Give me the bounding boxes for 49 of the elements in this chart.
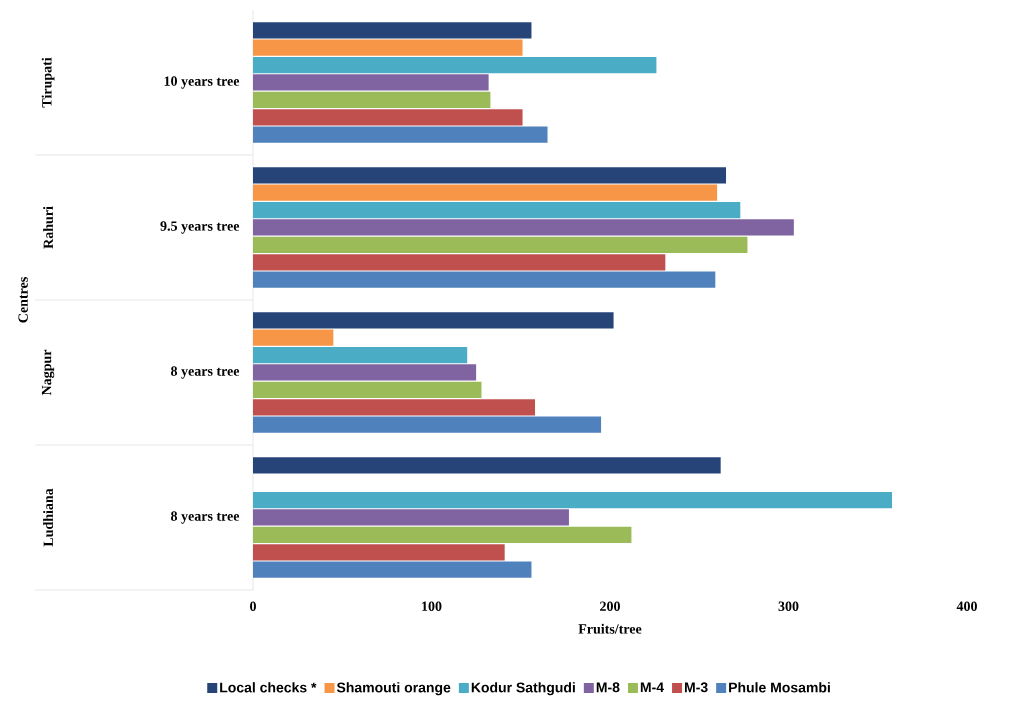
bar xyxy=(253,364,477,381)
bar xyxy=(253,416,602,433)
text: Ludhiana xyxy=(43,488,54,547)
bar xyxy=(253,561,532,578)
bar xyxy=(253,329,334,346)
bar xyxy=(253,526,632,544)
bar xyxy=(253,109,523,126)
y-tick-label: 9.5 years tree xyxy=(160,221,240,234)
x-tick-label: 400 xyxy=(956,601,977,611)
bar xyxy=(253,167,727,184)
text: Tirupati xyxy=(41,57,55,108)
y-tick-label: 10 years tree xyxy=(164,76,240,89)
bar xyxy=(253,91,491,109)
legend-label: Kodur Sathgudi xyxy=(471,682,575,696)
legend-label: Local checks * xyxy=(220,682,317,693)
x-tick-label: 100 xyxy=(422,601,442,611)
x-tick-label: 200 xyxy=(600,601,620,611)
legend-label: M-3 xyxy=(684,682,708,693)
bar xyxy=(253,509,569,526)
bar xyxy=(253,271,716,288)
bar xyxy=(253,399,536,416)
x-axis-title: Fruits/tree xyxy=(578,623,642,634)
bar xyxy=(253,544,505,561)
legend-label: Phule Mosambi xyxy=(729,682,830,693)
bar xyxy=(253,74,489,91)
legend-label: Shamouti orange xyxy=(336,682,451,696)
text: Rahuri xyxy=(43,206,54,249)
bar xyxy=(253,184,718,201)
x-tick-label: 300 xyxy=(778,601,799,611)
text: Centres xyxy=(18,277,28,323)
bar xyxy=(253,236,748,254)
bar xyxy=(253,312,614,329)
bar xyxy=(253,22,532,39)
bar xyxy=(253,254,666,271)
legend-label: M-4 xyxy=(640,682,664,693)
bar xyxy=(253,201,741,219)
text: Nagpur xyxy=(41,349,55,396)
bar xyxy=(253,457,721,474)
y-tick-label: 8 years tree xyxy=(171,366,240,379)
y-tick-label: 8 years tree xyxy=(171,511,240,524)
bar xyxy=(253,381,482,399)
bar xyxy=(253,219,794,236)
bar xyxy=(253,39,523,56)
bar xyxy=(253,126,548,143)
x-tick-label: 0 xyxy=(250,601,256,611)
bar xyxy=(253,346,468,364)
bar xyxy=(253,56,657,74)
legend-label: M-8 xyxy=(596,682,620,693)
bar xyxy=(253,491,893,509)
